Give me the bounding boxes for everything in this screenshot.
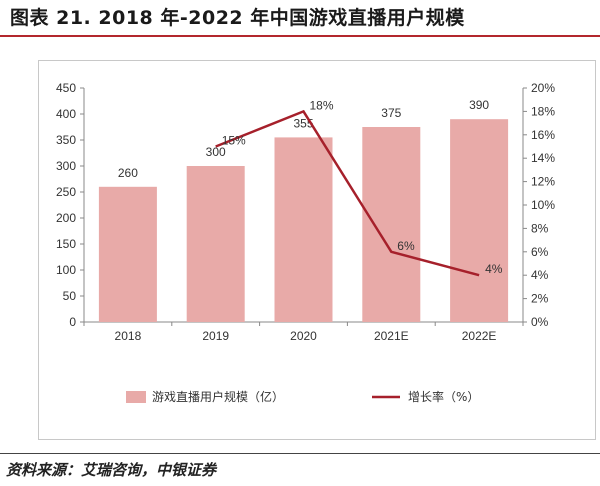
left-tick-label: 400 xyxy=(56,107,76,121)
right-tick-label: 10% xyxy=(531,198,555,212)
right-tick-label: 14% xyxy=(531,151,555,165)
right-tick-label: 18% xyxy=(531,104,555,118)
chart-frame xyxy=(38,60,596,440)
right-tick-label: 6% xyxy=(531,245,549,259)
left-tick-label: 0 xyxy=(69,315,76,329)
bar xyxy=(450,119,509,322)
right-tick-label: 4% xyxy=(531,268,549,282)
right-tick-label: 8% xyxy=(531,221,549,235)
left-tick-label: 250 xyxy=(56,185,76,199)
growth-rate-line xyxy=(215,109,480,277)
bar xyxy=(186,166,245,322)
left-tick-label: 200 xyxy=(56,211,76,225)
x-tick-label: 2018 xyxy=(115,329,142,343)
bar xyxy=(362,127,421,322)
left-tick-label: 300 xyxy=(56,159,76,173)
right-tick-label: 20% xyxy=(531,81,555,95)
line-data-label: 15% xyxy=(222,134,246,148)
title-rule xyxy=(0,35,600,37)
x-tick-label: 2021E xyxy=(374,329,409,343)
bar xyxy=(274,137,333,322)
bar-data-label: 375 xyxy=(381,106,401,120)
left-tick-label: 450 xyxy=(56,81,76,95)
source-note: 资料来源：艾瑞咨询，中银证券 xyxy=(6,461,217,479)
legend-line-label: 增长率（%） xyxy=(408,389,479,404)
x-tick-label: 2020 xyxy=(290,329,317,343)
left-tick-label: 50 xyxy=(63,289,77,303)
bar-data-label: 390 xyxy=(469,98,489,112)
line-data-label: 4% xyxy=(485,262,503,276)
right-tick-label: 16% xyxy=(531,128,555,142)
bar-data-label: 300 xyxy=(206,145,226,159)
right-tick-label: 0% xyxy=(531,315,549,329)
source-rule xyxy=(0,453,600,454)
x-tick-label: 2022E xyxy=(462,329,497,343)
right-tick-label: 12% xyxy=(531,175,555,189)
x-tick-label: 2019 xyxy=(202,329,229,343)
line-data-label: 18% xyxy=(310,98,334,112)
left-tick-label: 350 xyxy=(56,133,76,147)
line-data-label: 6% xyxy=(397,239,415,253)
bar xyxy=(98,186,157,322)
left-tick-label: 100 xyxy=(56,263,76,277)
legend-bar-swatch xyxy=(126,391,146,403)
figure-title: 图表 21. 2018 年-2022 年中国游戏直播用户规模 xyxy=(10,7,465,29)
bar-data-label: 260 xyxy=(118,166,138,180)
right-tick-label: 2% xyxy=(531,292,549,306)
left-tick-label: 150 xyxy=(56,237,76,251)
legend-bar-label: 游戏直播用户规模（亿） xyxy=(152,389,284,404)
